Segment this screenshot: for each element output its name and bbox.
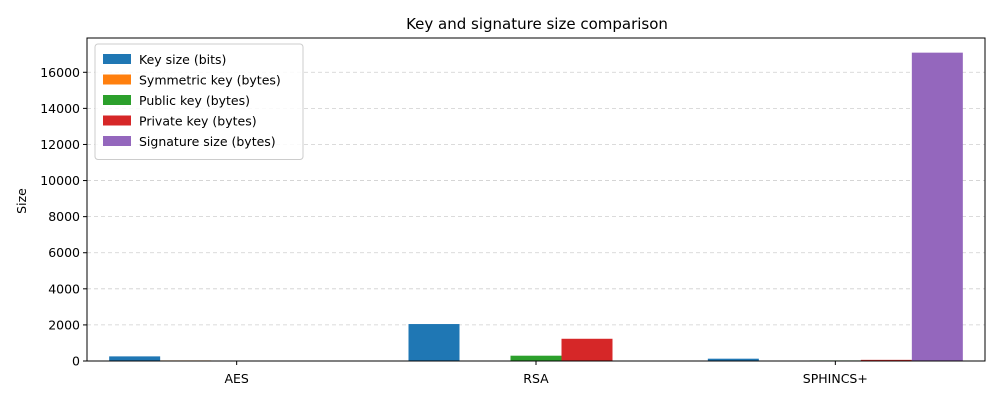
legend-swatch xyxy=(103,115,131,126)
legend-swatch xyxy=(103,95,131,105)
y-tick-label: 14000 xyxy=(40,101,80,116)
y-tick-label: 10000 xyxy=(40,173,80,188)
legend-swatch xyxy=(103,74,131,85)
chart-title: Key and signature size comparison xyxy=(406,15,668,33)
bar xyxy=(911,52,963,362)
x-tick-label: SPHINCS+ xyxy=(803,371,868,386)
y-tick-label: 8000 xyxy=(48,209,80,224)
legend-label: Signature size (bytes) xyxy=(139,134,276,149)
legend: Key size (bits) Symmetric key (bytes) Publ… xyxy=(94,43,304,160)
y-tick-label: 16000 xyxy=(40,65,80,80)
bar xyxy=(707,358,759,361)
bars-group xyxy=(109,52,963,362)
legend-label: Key size (bits) xyxy=(139,52,226,67)
plot-frame xyxy=(86,37,986,362)
legend-label: Public key (bytes) xyxy=(139,93,250,108)
y-tick-label: 12000 xyxy=(40,137,80,152)
bar xyxy=(408,324,460,361)
legend-label: Symmetric key (bytes) xyxy=(139,73,281,88)
x-axis-ticks: AES RSA SPHINCS+ xyxy=(224,361,868,386)
legend-label: Private key (bytes) xyxy=(139,114,257,129)
y-tick-label: 6000 xyxy=(48,245,80,260)
y-axis-ticks: 0 2000 4000 6000 8000 10000 12000 14000 16000 xyxy=(40,65,87,369)
bar xyxy=(561,338,613,361)
y-tick-label: 2000 xyxy=(48,317,80,332)
x-tick-label: RSA xyxy=(523,371,549,386)
x-tick-label: AES xyxy=(224,371,248,386)
y-axis-title: Size xyxy=(14,188,29,214)
y-tick-label: 0 xyxy=(72,354,80,369)
legend-box xyxy=(94,43,304,160)
legend-swatch xyxy=(103,136,131,146)
bar xyxy=(860,359,912,361)
legend-swatch xyxy=(103,54,131,64)
bar xyxy=(109,356,161,361)
bar xyxy=(510,355,562,361)
y-tick-label: 4000 xyxy=(48,281,80,296)
